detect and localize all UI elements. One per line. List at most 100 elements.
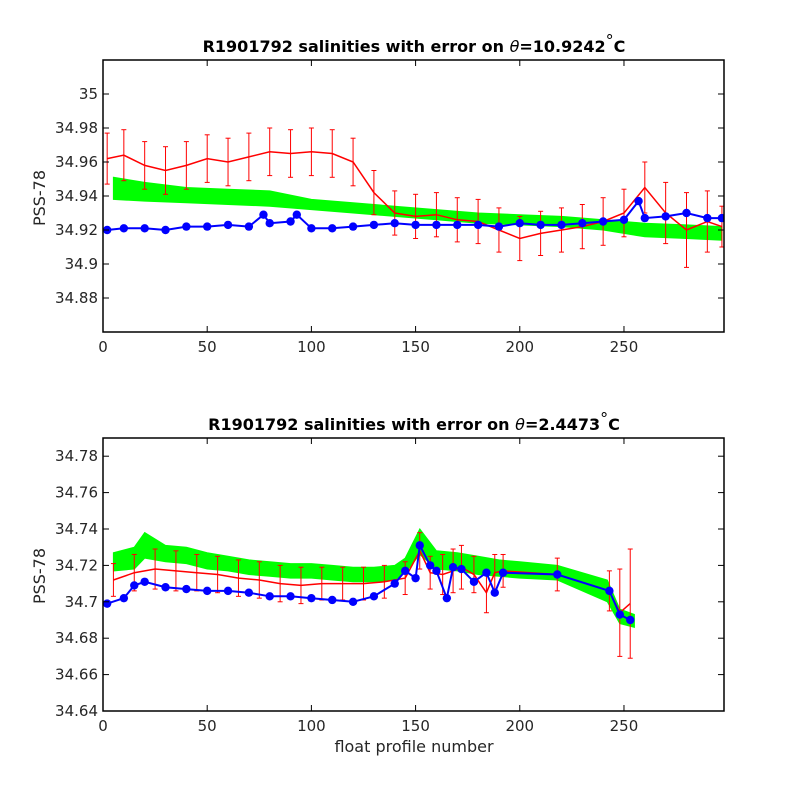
blue-data-point bbox=[448, 563, 458, 572]
green-band-series bbox=[112, 176, 723, 241]
blue-data-point bbox=[432, 566, 441, 576]
blue-data-point bbox=[615, 610, 625, 619]
blue-data-point bbox=[223, 220, 233, 230]
blue-data-point bbox=[244, 588, 254, 597]
y-tick-label: 34.72 bbox=[55, 556, 98, 574]
blue-data-point bbox=[286, 217, 295, 226]
blue-data-point bbox=[161, 583, 170, 592]
y-tick-label: 34.68 bbox=[55, 629, 98, 647]
bottom-chart-axes-box bbox=[102, 437, 725, 712]
blue-data-point bbox=[605, 586, 614, 596]
y-tick-label: 34.74 bbox=[55, 520, 98, 538]
blue-data-point bbox=[411, 573, 420, 583]
top-chart-title: R1901792 salinities with error on θ=10.9… bbox=[203, 31, 626, 56]
blue-data-point bbox=[626, 615, 635, 625]
y-tick-label: 35 bbox=[79, 85, 98, 103]
blue-data-point bbox=[140, 577, 149, 586]
red-series-line bbox=[107, 151, 723, 240]
blue-data-point bbox=[682, 208, 691, 218]
bottom-chart-ticks: 0 50 100 150 200 250 34.64 34.66 34.68 34.7 34.72 3… bbox=[55, 438, 724, 735]
blue-data-point bbox=[717, 213, 724, 223]
blue-data-point bbox=[369, 592, 379, 601]
y-tick-label: 34.9 bbox=[65, 255, 98, 273]
blue-data-point bbox=[265, 592, 274, 601]
blue-data-point bbox=[244, 222, 254, 231]
blue-data-point bbox=[457, 564, 466, 574]
blue-data-point bbox=[442, 593, 452, 603]
blue-data-point bbox=[515, 219, 524, 228]
blue-data-point bbox=[482, 568, 491, 577]
blue-data-point bbox=[292, 210, 302, 219]
x-tick-label: 50 bbox=[198, 717, 217, 735]
blue-data-point bbox=[598, 217, 608, 226]
y-tick-label: 34.94 bbox=[55, 187, 98, 205]
blue-data-point bbox=[634, 196, 643, 206]
y-tick-label: 34.88 bbox=[55, 289, 98, 307]
blue-data-point bbox=[328, 595, 337, 605]
blue-data-point bbox=[103, 599, 112, 608]
x-tick-label: 200 bbox=[505, 338, 534, 356]
y-tick-label: 34.76 bbox=[55, 484, 98, 502]
blue-data-point bbox=[202, 586, 212, 596]
blue-data-point bbox=[307, 224, 316, 233]
blue-data-point bbox=[578, 219, 587, 228]
blue-data-point bbox=[498, 568, 508, 577]
x-tick-label: 100 bbox=[297, 338, 326, 356]
x-tick-label: 50 bbox=[198, 338, 217, 356]
bottom-chart-y-axis-label: PSS-78 bbox=[30, 548, 49, 604]
x-tick-label: 150 bbox=[401, 338, 430, 356]
blue-series-line bbox=[107, 199, 722, 232]
blue-data-point bbox=[223, 586, 233, 596]
blue-data-point bbox=[490, 588, 499, 597]
bottom-chart-x-axis-label: float profile number bbox=[334, 737, 494, 756]
y-tick-label: 34.66 bbox=[55, 666, 98, 684]
top-chart-plot-area bbox=[103, 127, 724, 268]
blue-data-point bbox=[453, 220, 462, 230]
blue-data-point bbox=[425, 561, 435, 570]
blue-data-point bbox=[661, 212, 670, 221]
x-tick-label: 150 bbox=[401, 717, 430, 735]
blue-data-point bbox=[536, 220, 545, 230]
bottom-chart-panel: R1901792 salinities with error on θ=2.44… bbox=[30, 409, 725, 756]
blue-data-point bbox=[553, 570, 562, 579]
x-tick-label: 200 bbox=[505, 717, 534, 735]
y-tick-label: 34.64 bbox=[55, 702, 98, 720]
blue-data-point bbox=[400, 566, 410, 576]
blue-data-point bbox=[494, 222, 504, 231]
top-chart-panel: R1901792 salinities with error on θ=10.9… bbox=[30, 31, 725, 356]
blue-data-point bbox=[130, 581, 139, 590]
y-tick-label: 34.7 bbox=[65, 593, 98, 611]
top-chart-y-axis-label: PSS-78 bbox=[30, 170, 49, 226]
plot-clip-group bbox=[103, 127, 724, 268]
blue-data-point bbox=[182, 584, 191, 594]
blue-data-point bbox=[557, 220, 566, 230]
x-tick-label: 0 bbox=[98, 338, 108, 356]
blue-data-point bbox=[703, 213, 712, 223]
blue-data-point bbox=[161, 225, 170, 235]
blue-data-point bbox=[119, 224, 129, 233]
y-tick-label: 34.96 bbox=[55, 153, 98, 171]
blue-data-point bbox=[415, 541, 424, 550]
blue-data-point bbox=[469, 577, 479, 586]
y-tick-label: 34.98 bbox=[55, 119, 98, 137]
blue-data-point bbox=[119, 593, 129, 603]
blue-data-point bbox=[348, 222, 358, 231]
blue-data-point bbox=[140, 224, 149, 233]
green-band-series bbox=[112, 528, 635, 628]
blue-data-point bbox=[265, 219, 274, 228]
x-tick-label: 0 bbox=[98, 717, 108, 735]
x-tick-label: 250 bbox=[610, 717, 639, 735]
blue-data-point bbox=[328, 224, 337, 233]
blue-data-point bbox=[390, 579, 399, 588]
bottom-chart-title: R1901792 salinities with error on θ=2.44… bbox=[208, 409, 620, 434]
blue-data-point bbox=[307, 593, 316, 603]
y-tick-label: 34.92 bbox=[55, 221, 98, 239]
bottom-chart-plot-area bbox=[103, 528, 635, 659]
top-chart-ticks: 0 50 100 150 200 250 34.88 34.9 34.92 34.94 34.96 3… bbox=[55, 60, 724, 356]
x-tick-label: 250 bbox=[610, 338, 639, 356]
blue-data-point bbox=[286, 592, 295, 601]
blue-data-point bbox=[640, 213, 650, 223]
blue-data-point bbox=[473, 220, 483, 230]
blue-data-point bbox=[619, 215, 629, 224]
